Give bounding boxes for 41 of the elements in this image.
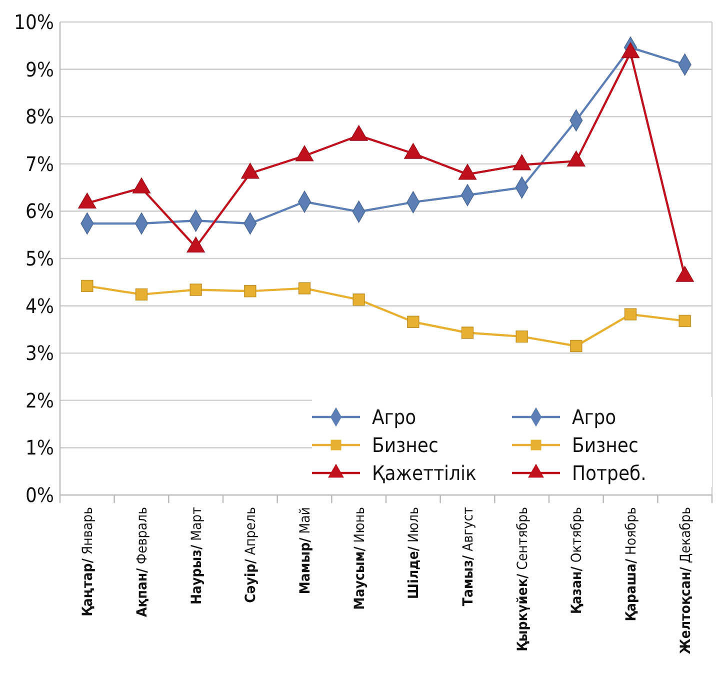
x-tick-label: Наурыз/ Март	[188, 507, 205, 604]
legend-label: Бизнес	[572, 433, 638, 457]
x-tick-label: Желтоқсан/ Декабрь	[678, 507, 694, 654]
point	[461, 326, 474, 339]
y-tick-label: 1%	[25, 436, 54, 460]
point	[244, 285, 256, 298]
y-tick-label: 8%	[25, 104, 54, 129]
x-tick-label: Қараша/ Ноябрь	[624, 507, 640, 622]
point	[570, 340, 582, 352]
y-tick-label: 0%	[25, 483, 54, 507]
y-tick-label: 10%	[14, 10, 54, 34]
point	[678, 314, 691, 328]
y-tick-label: 3%	[25, 341, 54, 366]
y-tick-label: 6%	[25, 199, 54, 224]
x-tick-label: Сәуір/ Апрель	[243, 507, 260, 604]
point	[190, 284, 202, 296]
legend-label: Агро	[572, 405, 616, 429]
x-tick-label: Ақпан/ Февраль	[134, 507, 150, 618]
x-tick-label: Маусым/ Июнь	[352, 507, 368, 610]
y-tick-label: 4%	[25, 294, 54, 318]
point	[352, 294, 365, 306]
legend-label: Бизнес	[372, 433, 438, 457]
legend-label: Потреб.	[572, 461, 646, 485]
y-tick-label: 5%	[25, 246, 54, 270]
x-tick-label: Қаңтар/ Январь	[80, 507, 96, 616]
point	[516, 330, 528, 343]
point	[407, 316, 420, 328]
y-tick-label: 9%	[25, 57, 54, 82]
x-tick-label: Қыркүйек/ Сентябрь	[514, 507, 531, 652]
point	[624, 308, 637, 320]
point	[135, 288, 148, 301]
y-tick-label: 2%	[25, 388, 54, 412]
x-tick-label: Тамыз/ Август	[460, 507, 476, 606]
x-tick-label: Мамыр/ Май	[298, 507, 314, 594]
point	[298, 282, 311, 294]
x-tick-label: Қазан/ Октябрь	[569, 507, 586, 614]
legend-label: Агро	[372, 405, 416, 429]
y-tick-label: 7%	[25, 152, 54, 176]
x-tick-label: Шілде/ Июль	[406, 507, 422, 599]
point	[81, 280, 94, 292]
legend-label: Қажеттілік	[372, 461, 477, 485]
